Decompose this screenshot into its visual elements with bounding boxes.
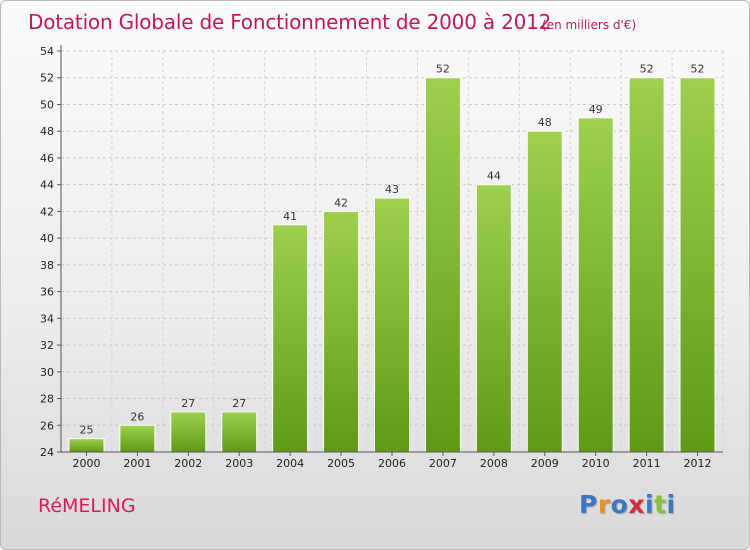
bar-value-label: 52 [436, 63, 450, 76]
chart-subtitle: (en milliers d'€) [542, 18, 637, 32]
bar-value-label: 41 [283, 210, 297, 223]
y-tick-label: 26 [40, 419, 54, 432]
y-tick-label: 40 [40, 232, 54, 245]
y-tick-label: 24 [40, 446, 54, 459]
logo-letter: x [628, 490, 645, 519]
bar [323, 210, 360, 453]
logo-letter: o [610, 490, 629, 519]
bar [679, 77, 716, 453]
logo-letter: P [579, 490, 598, 519]
axis-layer: 24 26 28 30 32 34 36 38 40 42 44 46 48 50 52 54 2000 2001… [40, 45, 723, 470]
x-tick-label: 2003 [225, 457, 253, 470]
bar [221, 411, 258, 453]
x-tick-label: 2005 [327, 457, 355, 470]
y-tick-label: 44 [40, 179, 54, 192]
y-tick-label: 34 [40, 312, 54, 325]
logo-letter: r [597, 490, 611, 519]
commune-name: RéMELING [38, 495, 136, 517]
x-tick-label: 2004 [276, 457, 304, 470]
x-tick-label: 2011 [633, 457, 661, 470]
bar-value-label: 42 [334, 196, 348, 209]
y-tick-label: 30 [40, 366, 54, 379]
bar-value-label: 25 [79, 424, 93, 437]
bar-value-label: 52 [640, 63, 654, 76]
x-tick-label: 2008 [480, 457, 508, 470]
y-tick-label: 50 [40, 98, 54, 111]
bar [628, 77, 665, 453]
bar [424, 77, 461, 453]
y-tick-label: 42 [40, 205, 54, 218]
y-tick-label: 46 [40, 152, 54, 165]
proxiti-logo: Proxiti [579, 490, 676, 519]
bar-value-label: 27 [181, 397, 195, 410]
bar-value-label: 49 [589, 103, 603, 116]
bar-value-label: 27 [232, 397, 246, 410]
bar-value-label: 48 [538, 116, 552, 129]
bar [68, 438, 105, 453]
y-tick-label: 36 [40, 286, 54, 299]
x-tick-label: 2009 [531, 457, 559, 470]
logo-letter: t [654, 490, 667, 519]
x-tick-label: 2006 [378, 457, 406, 470]
bar [526, 130, 563, 453]
bar-value-label: 44 [487, 170, 501, 183]
x-tick-label: 2012 [684, 457, 712, 470]
y-tick-label: 48 [40, 125, 54, 138]
bar-value-label: 26 [130, 410, 144, 423]
label-layer: 25 26 27 27 41 42 43 52 44 48 49 52 52 [79, 63, 704, 437]
y-tick-label: 38 [40, 259, 54, 272]
y-tick-label: 52 [40, 72, 54, 85]
bar [119, 424, 156, 453]
bar-layer [68, 77, 716, 453]
x-tick-label: 2007 [429, 457, 457, 470]
logo-letter: i [645, 490, 655, 519]
y-tick-label: 28 [40, 393, 54, 406]
bar [374, 197, 410, 453]
x-tick-label: 2001 [123, 457, 151, 470]
y-tick-label: 54 [40, 45, 54, 58]
bar [272, 224, 309, 453]
bar [475, 184, 512, 453]
y-tick-label: 32 [40, 339, 54, 352]
x-tick-label: 2010 [582, 457, 610, 470]
x-tick-label: 2002 [174, 457, 202, 470]
bar-value-label: 43 [385, 183, 399, 196]
x-tick-label: 2000 [72, 457, 100, 470]
bar [170, 411, 207, 453]
bar [577, 117, 614, 453]
chart-title: Dotation Globale de Fonctionnement de 20… [28, 10, 552, 34]
logo-letter: i [666, 490, 676, 519]
bar-value-label: 52 [691, 63, 705, 76]
